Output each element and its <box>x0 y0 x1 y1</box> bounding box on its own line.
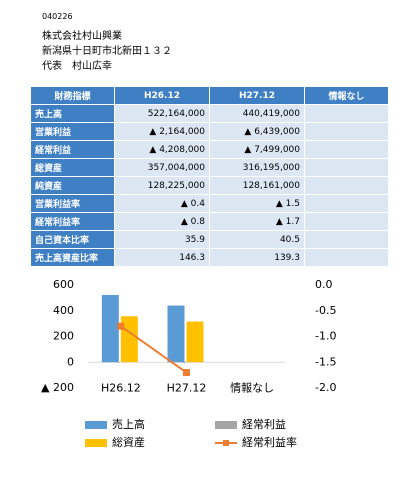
value-cell: 522,164,000 <box>114 104 210 123</box>
value-cell: 139.3 <box>209 248 305 267</box>
y-tick-label: 200 <box>53 330 74 343</box>
bar <box>183 362 186 364</box>
bar <box>101 295 119 363</box>
label-cell: 売上高 <box>30 104 115 123</box>
label-cell: 営業利益率 <box>30 194 115 213</box>
value-cell: ▲ 1.5 <box>209 194 305 213</box>
legend-swatch <box>85 421 107 429</box>
row: 総資産 357,004,000 316,195,000 <box>30 158 389 177</box>
legend-marker <box>223 440 229 446</box>
x-tick-label: H27.12 <box>167 381 207 394</box>
value-cell: 316,195,000 <box>209 158 305 177</box>
value-cell: ▲ 0.8 <box>114 212 210 231</box>
y-tick-label: 600 <box>53 278 74 291</box>
y-tick-label: 0 <box>67 355 74 368</box>
code: 040226 <box>42 12 73 21</box>
value-cell: 357,004,000 <box>114 158 210 177</box>
empty-cell <box>304 230 389 249</box>
bar <box>117 362 120 363</box>
label-cell: 純資産 <box>30 176 115 195</box>
legend-swatch <box>85 439 107 447</box>
representative: 代表 村山広幸 <box>42 61 112 72</box>
legend-label: 売上高 <box>112 417 145 431</box>
y2-tick-label: -1.5 <box>315 355 336 368</box>
value-cell: ▲ 0.4 <box>114 194 210 213</box>
value-cell: 146.3 <box>114 248 210 267</box>
label-cell: 自己資本比率 <box>30 230 115 249</box>
company: 株式会社村山興業 <box>42 31 122 42</box>
row: 純資産 128,225,000 128,161,000 <box>30 176 389 195</box>
empty-cell <box>304 176 389 195</box>
value-cell: ▲ 4,208,000 <box>114 140 210 159</box>
financial-table: 財務指標 H26.12 H27.12 情報なし 売上高 522,164,000 440,41… <box>30 86 389 267</box>
value-cell: 440,419,000 <box>209 104 305 123</box>
y2-tick-label: 0.0 <box>315 278 333 291</box>
value-cell: ▲ 2,164,000 <box>114 122 210 141</box>
value-cell: ▲ 7,499,000 <box>209 140 305 159</box>
row: 営業利益率 ▲ 0.4 ▲ 1.5 <box>30 194 389 213</box>
empty-cell <box>304 140 389 159</box>
empty-cell <box>304 122 389 141</box>
row: 営業利益 ▲ 2,164,000 ▲ 6,439,000 <box>30 122 389 141</box>
bar <box>167 305 185 363</box>
empty-cell <box>304 194 389 213</box>
header-cell: 情報なし <box>304 86 389 105</box>
header-cell: H26.12 <box>114 86 210 105</box>
y2-tick-label: -2.0 <box>315 381 336 394</box>
value-cell: 35.9 <box>114 230 210 249</box>
label-cell: 経常利益 <box>30 140 115 159</box>
chart: ▲ 200 0 200 400 600 -2.0 -1.5 -1.0 -0.5 0.0 H26.12… <box>41 278 336 449</box>
y-tick-label: ▲ 200 <box>41 381 74 394</box>
label-cell: 営業利益 <box>30 122 115 141</box>
header-cell: H27.12 <box>209 86 305 105</box>
value-cell: ▲ 6,439,000 <box>209 122 305 141</box>
address: 新潟県十日町市北新田１３２ <box>42 46 172 57</box>
value-cell: ▲ 1.7 <box>209 212 305 231</box>
legend-swatch <box>215 421 237 429</box>
value-cell: 40.5 <box>209 230 305 249</box>
x-tick-label: 情報なし <box>230 381 274 394</box>
legend-label: 経常利益 <box>242 417 286 431</box>
empty-cell <box>304 104 389 123</box>
label-cell: 総資産 <box>30 158 115 177</box>
bar <box>120 316 138 363</box>
y-tick-label: 400 <box>53 304 74 317</box>
label-cell: 経常利益率 <box>30 212 115 231</box>
row: 経常利益 ▲ 4,208,000 ▲ 7,499,000 <box>30 140 389 159</box>
empty-cell <box>304 248 389 267</box>
line <box>120 325 188 374</box>
empty-cell <box>304 212 389 231</box>
y2-tick-label: -1.0 <box>315 330 336 343</box>
header-row: 財務指標 H26.12 H27.12 情報なし <box>30 86 389 105</box>
legend-label: 経常利益率 <box>242 435 297 449</box>
row: 売上高資産比率 146.3 139.3 <box>30 248 389 267</box>
row: 売上高 522,164,000 440,419,000 <box>30 104 389 123</box>
y2-tick-label: -0.5 <box>315 304 336 317</box>
value-cell: 128,225,000 <box>114 176 210 195</box>
marker <box>117 322 125 330</box>
header-cell: 財務指標 <box>30 86 115 105</box>
label-cell: 売上高資産比率 <box>30 248 115 267</box>
row: 自己資本比率 35.9 40.5 <box>30 230 389 249</box>
x-tick-label: H26.12 <box>101 381 141 394</box>
empty-cell <box>304 158 389 177</box>
bar <box>186 321 204 363</box>
legend-label: 総資産 <box>112 435 145 449</box>
marker <box>183 369 190 377</box>
value-cell: 128,161,000 <box>209 176 305 195</box>
row: 経常利益率 ▲ 0.8 ▲ 1.7 <box>30 212 389 231</box>
